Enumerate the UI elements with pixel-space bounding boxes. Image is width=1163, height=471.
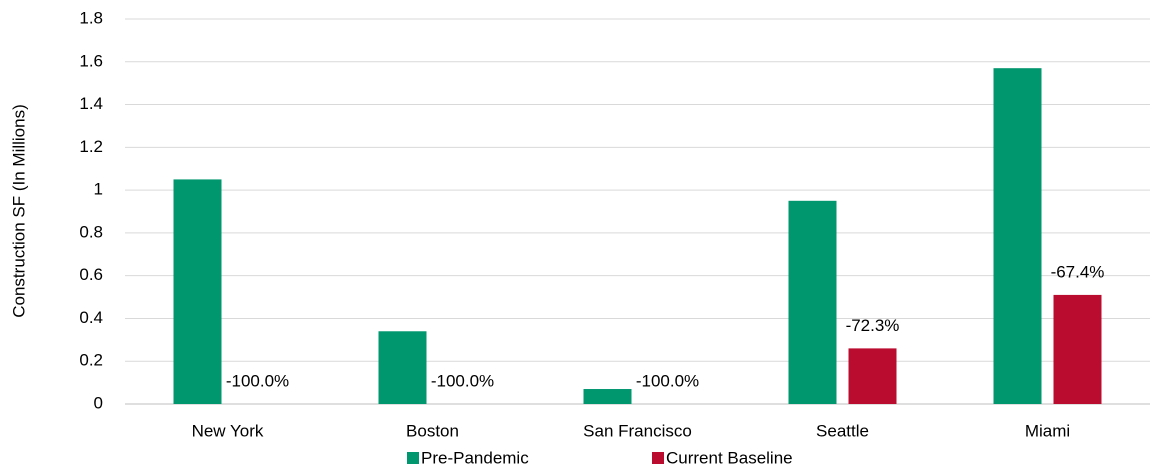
y-tick-label: 1.2 xyxy=(79,137,103,156)
change-label: -100.0% xyxy=(636,371,699,390)
bar xyxy=(788,200,837,404)
y-tick-label: 0.2 xyxy=(79,351,103,370)
y-tick-label: 0 xyxy=(94,393,103,412)
bar xyxy=(583,389,632,404)
bar xyxy=(378,331,427,404)
y-tick-label: 1 xyxy=(94,180,103,199)
y-tick-label: 1.8 xyxy=(79,8,103,27)
bar xyxy=(173,179,222,404)
y-tick-label: 0.4 xyxy=(79,308,103,327)
bar xyxy=(1053,294,1102,404)
x-tick-label: Boston xyxy=(406,421,459,440)
change-label: -100.0% xyxy=(226,371,289,390)
y-tick-label: 0.6 xyxy=(79,265,103,284)
legend-label: Pre-Pandemic xyxy=(421,448,529,467)
y-tick-label: 1.6 xyxy=(79,51,103,70)
legend-label: Current Baseline xyxy=(666,448,793,467)
y-tick-label: 0.8 xyxy=(79,222,103,241)
change-label: -100.0% xyxy=(431,371,494,390)
x-tick-label: New York xyxy=(192,421,264,440)
change-label: -72.3% xyxy=(846,316,900,335)
x-tick-label: Miami xyxy=(1025,421,1070,440)
bar xyxy=(993,68,1042,404)
x-tick-label: Seattle xyxy=(816,421,869,440)
y-tick-label: 1.4 xyxy=(79,94,103,113)
bar xyxy=(848,348,897,404)
legend-swatch xyxy=(407,452,419,464)
y-axis-label: Construction SF (In Millions) xyxy=(9,104,28,318)
x-tick-label: San Francisco xyxy=(583,421,692,440)
legend-swatch xyxy=(652,452,664,464)
change-label: -67.4% xyxy=(1051,262,1105,281)
